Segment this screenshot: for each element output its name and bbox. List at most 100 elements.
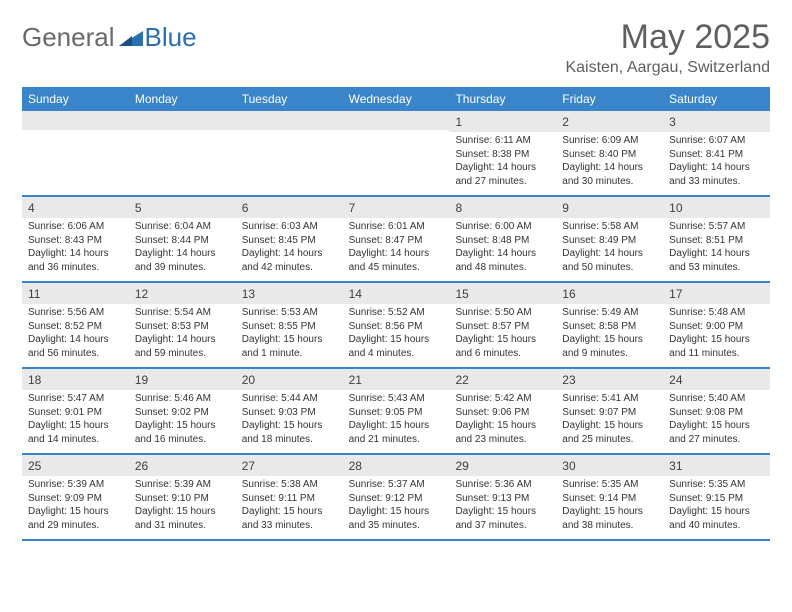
day-cell: 23Sunrise: 5:41 AMSunset: 9:07 PMDayligh… [556, 369, 663, 453]
daylight-text: Daylight: 14 hours and 59 minutes. [135, 333, 230, 360]
month-title: May 2025 [565, 18, 770, 57]
daylight-text: Daylight: 15 hours and 9 minutes. [562, 333, 657, 360]
sunrise-text: Sunrise: 6:06 AM [28, 220, 123, 234]
day-number: 22 [449, 369, 556, 390]
sunset-text: Sunset: 8:51 PM [669, 234, 764, 248]
weeks-container: 1Sunrise: 6:11 AMSunset: 8:38 PMDaylight… [22, 111, 770, 541]
day-cell: 11Sunrise: 5:56 AMSunset: 8:52 PMDayligh… [22, 283, 129, 367]
day-body: Sunrise: 5:53 AMSunset: 8:55 PMDaylight:… [236, 304, 343, 364]
day-body: Sunrise: 5:44 AMSunset: 9:03 PMDaylight:… [236, 390, 343, 450]
day-cell: 29Sunrise: 5:36 AMSunset: 9:13 PMDayligh… [449, 455, 556, 539]
daylight-text: Daylight: 15 hours and 23 minutes. [455, 419, 550, 446]
day-number: 17 [663, 283, 770, 304]
sunrise-text: Sunrise: 5:40 AM [669, 392, 764, 406]
day-cell: 2Sunrise: 6:09 AMSunset: 8:40 PMDaylight… [556, 111, 663, 195]
location: Kaisten, Aargau, Switzerland [565, 59, 770, 77]
day-cell: 15Sunrise: 5:50 AMSunset: 8:57 PMDayligh… [449, 283, 556, 367]
logo-triangle-icon [119, 28, 143, 51]
daylight-text: Daylight: 14 hours and 53 minutes. [669, 247, 764, 274]
day-number: 21 [343, 369, 450, 390]
sunrise-text: Sunrise: 5:53 AM [242, 306, 337, 320]
day-cell: 14Sunrise: 5:52 AMSunset: 8:56 PMDayligh… [343, 283, 450, 367]
day-cell: 6Sunrise: 6:03 AMSunset: 8:45 PMDaylight… [236, 197, 343, 281]
sunrise-text: Sunrise: 5:37 AM [349, 478, 444, 492]
day-cell: 30Sunrise: 5:35 AMSunset: 9:14 PMDayligh… [556, 455, 663, 539]
day-cell: 25Sunrise: 5:39 AMSunset: 9:09 PMDayligh… [22, 455, 129, 539]
day-body [236, 130, 343, 136]
sunrise-text: Sunrise: 5:48 AM [669, 306, 764, 320]
day-body: Sunrise: 6:03 AMSunset: 8:45 PMDaylight:… [236, 218, 343, 278]
day-header-friday: Friday [556, 87, 663, 111]
sunrise-text: Sunrise: 5:43 AM [349, 392, 444, 406]
day-cell: 19Sunrise: 5:46 AMSunset: 9:02 PMDayligh… [129, 369, 236, 453]
logo-text-general: General [22, 22, 115, 53]
daylight-text: Daylight: 14 hours and 36 minutes. [28, 247, 123, 274]
sunrise-text: Sunrise: 5:39 AM [28, 478, 123, 492]
sunset-text: Sunset: 8:53 PM [135, 320, 230, 334]
day-number: 23 [556, 369, 663, 390]
day-body: Sunrise: 5:48 AMSunset: 9:00 PMDaylight:… [663, 304, 770, 364]
day-body: Sunrise: 5:35 AMSunset: 9:15 PMDaylight:… [663, 476, 770, 536]
day-cell: 4Sunrise: 6:06 AMSunset: 8:43 PMDaylight… [22, 197, 129, 281]
day-number: 3 [663, 111, 770, 132]
daylight-text: Daylight: 14 hours and 45 minutes. [349, 247, 444, 274]
day-number: 25 [22, 455, 129, 476]
sunset-text: Sunset: 9:09 PM [28, 492, 123, 506]
day-number: 6 [236, 197, 343, 218]
daylight-text: Daylight: 15 hours and 1 minute. [242, 333, 337, 360]
sunrise-text: Sunrise: 5:49 AM [562, 306, 657, 320]
day-cell: 13Sunrise: 5:53 AMSunset: 8:55 PMDayligh… [236, 283, 343, 367]
sunset-text: Sunset: 9:14 PM [562, 492, 657, 506]
sunset-text: Sunset: 9:15 PM [669, 492, 764, 506]
header: General Blue May 2025 Kaisten, Aargau, S… [22, 18, 770, 77]
day-cell: 31Sunrise: 5:35 AMSunset: 9:15 PMDayligh… [663, 455, 770, 539]
day-cell: 26Sunrise: 5:39 AMSunset: 9:10 PMDayligh… [129, 455, 236, 539]
day-body: Sunrise: 5:36 AMSunset: 9:13 PMDaylight:… [449, 476, 556, 536]
sunset-text: Sunset: 8:58 PM [562, 320, 657, 334]
day-body: Sunrise: 5:37 AMSunset: 9:12 PMDaylight:… [343, 476, 450, 536]
day-number: 26 [129, 455, 236, 476]
day-cell: 3Sunrise: 6:07 AMSunset: 8:41 PMDaylight… [663, 111, 770, 195]
day-body [129, 130, 236, 136]
day-cell: 21Sunrise: 5:43 AMSunset: 9:05 PMDayligh… [343, 369, 450, 453]
week-row: 11Sunrise: 5:56 AMSunset: 8:52 PMDayligh… [22, 283, 770, 369]
sunrise-text: Sunrise: 6:01 AM [349, 220, 444, 234]
day-header-tuesday: Tuesday [236, 87, 343, 111]
day-number: 24 [663, 369, 770, 390]
day-header-row: Sunday Monday Tuesday Wednesday Thursday… [22, 87, 770, 111]
week-row: 4Sunrise: 6:06 AMSunset: 8:43 PMDaylight… [22, 197, 770, 283]
sunrise-text: Sunrise: 5:46 AM [135, 392, 230, 406]
day-body: Sunrise: 5:57 AMSunset: 8:51 PMDaylight:… [663, 218, 770, 278]
sunrise-text: Sunrise: 5:41 AM [562, 392, 657, 406]
day-number: 9 [556, 197, 663, 218]
day-header-wednesday: Wednesday [343, 87, 450, 111]
day-body: Sunrise: 5:56 AMSunset: 8:52 PMDaylight:… [22, 304, 129, 364]
day-body: Sunrise: 6:04 AMSunset: 8:44 PMDaylight:… [129, 218, 236, 278]
day-body: Sunrise: 5:58 AMSunset: 8:49 PMDaylight:… [556, 218, 663, 278]
day-body: Sunrise: 5:54 AMSunset: 8:53 PMDaylight:… [129, 304, 236, 364]
daylight-text: Daylight: 15 hours and 11 minutes. [669, 333, 764, 360]
day-number: 5 [129, 197, 236, 218]
logo: General Blue [22, 18, 197, 53]
day-body: Sunrise: 5:39 AMSunset: 9:09 PMDaylight:… [22, 476, 129, 536]
day-cell: 8Sunrise: 6:00 AMSunset: 8:48 PMDaylight… [449, 197, 556, 281]
day-number: 12 [129, 283, 236, 304]
day-number: 20 [236, 369, 343, 390]
sunrise-text: Sunrise: 5:35 AM [669, 478, 764, 492]
day-cell: 20Sunrise: 5:44 AMSunset: 9:03 PMDayligh… [236, 369, 343, 453]
day-header-monday: Monday [129, 87, 236, 111]
day-cell: 18Sunrise: 5:47 AMSunset: 9:01 PMDayligh… [22, 369, 129, 453]
sunset-text: Sunset: 9:02 PM [135, 406, 230, 420]
daylight-text: Daylight: 15 hours and 40 minutes. [669, 505, 764, 532]
sunset-text: Sunset: 8:52 PM [28, 320, 123, 334]
day-cell: 7Sunrise: 6:01 AMSunset: 8:47 PMDaylight… [343, 197, 450, 281]
daylight-text: Daylight: 14 hours and 56 minutes. [28, 333, 123, 360]
sunset-text: Sunset: 8:57 PM [455, 320, 550, 334]
day-number: 14 [343, 283, 450, 304]
day-number: 1 [449, 111, 556, 132]
sunrise-text: Sunrise: 6:00 AM [455, 220, 550, 234]
calendar: Sunday Monday Tuesday Wednesday Thursday… [22, 87, 770, 541]
sunrise-text: Sunrise: 5:38 AM [242, 478, 337, 492]
title-block: May 2025 Kaisten, Aargau, Switzerland [565, 18, 770, 77]
day-body: Sunrise: 5:50 AMSunset: 8:57 PMDaylight:… [449, 304, 556, 364]
